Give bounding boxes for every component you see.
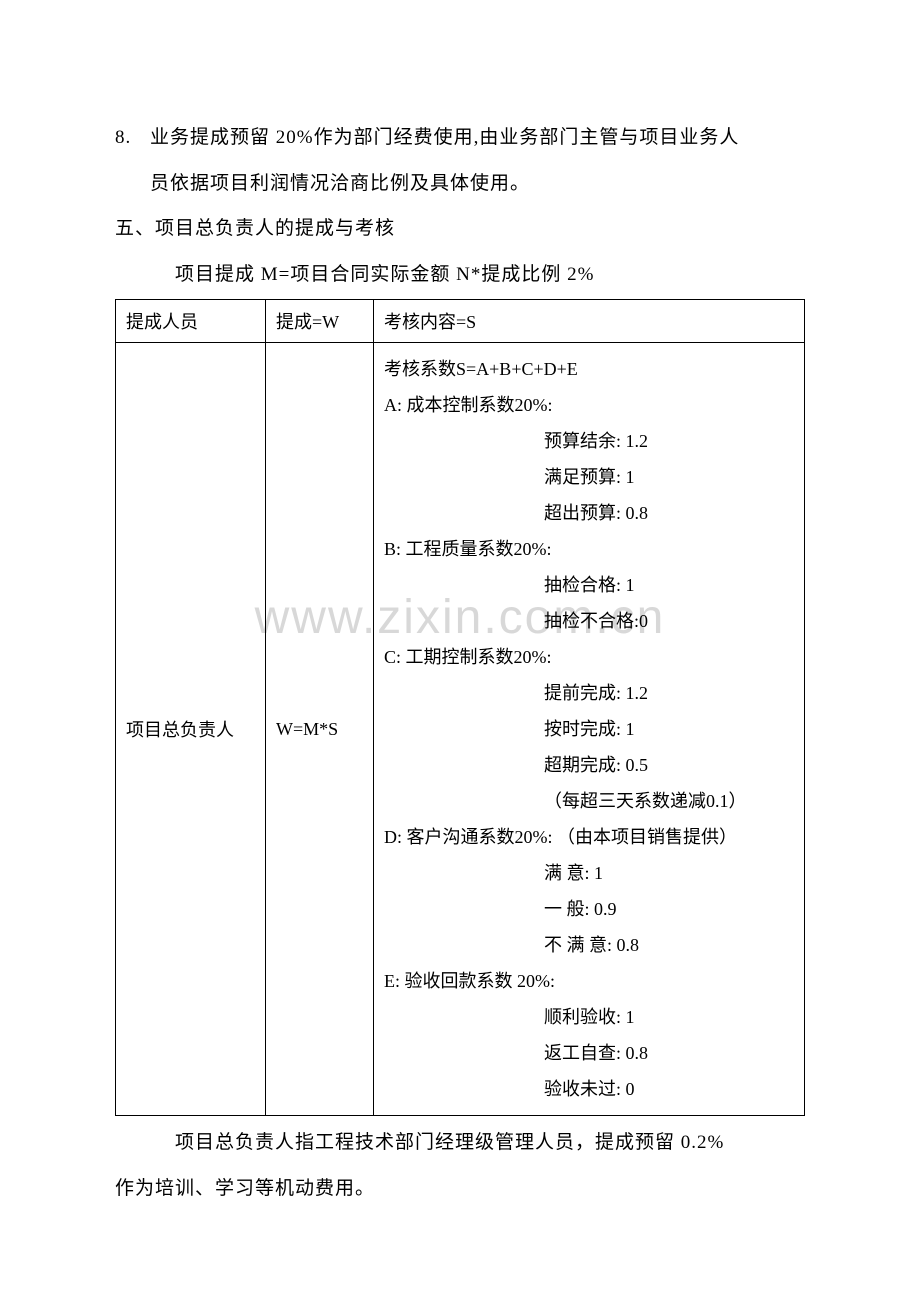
section-c-label: C: 工期控制系数20%:: [384, 639, 794, 675]
header-col2: 提成=W: [266, 300, 374, 343]
item-8-line1: 业务提成预留 20%作为部门经费使用,由业务部门主管与项目业务人: [150, 127, 739, 148]
section-5-formula: 项目提成 M=项目合同实际金额 N*提成比例 2%: [115, 252, 805, 298]
section-a-label: A: 成本控制系数20%:: [384, 387, 794, 423]
section-e-item-0: 顺利验收: 1: [384, 999, 794, 1035]
section-e-item-2: 验收未过: 0: [384, 1071, 794, 1107]
section-d-item-1: 一 般: 0.9: [384, 891, 794, 927]
item-8-line2: 员依据项目利润情况洽商比例及具体使用。: [150, 173, 530, 194]
footer-line1: 项目总负责人指工程技术部门经理级管理人员，提成预留 0.2%: [115, 1120, 805, 1166]
section-d-label: D: 客户沟通系数20%: （由本项目销售提供）: [384, 819, 794, 855]
section-b-label: B: 工程质量系数20%:: [384, 531, 794, 567]
item-8-number: 8.: [115, 115, 150, 206]
section-d-item-2: 不 满 意: 0.8: [384, 927, 794, 963]
section-e-item-1: 返工自查: 0.8: [384, 1035, 794, 1071]
header-col1: 提成人员: [116, 300, 266, 343]
section-c-item-1: 按时完成: 1: [384, 711, 794, 747]
section-d-item-0: 满 意: 1: [384, 855, 794, 891]
footer-line2: 作为培训、学习等机动费用。: [115, 1166, 805, 1212]
section-a-item-0: 预算结余: 1.2: [384, 423, 794, 459]
item-8: 8. 业务提成预留 20%作为部门经费使用,由业务部门主管与项目业务人 员依据项…: [115, 115, 805, 206]
assessment-table: 提成人员 提成=W 考核内容=S 项目总负责人 W=M*S 考核系数S=A+B+…: [115, 299, 805, 1116]
table-header-row: 提成人员 提成=W 考核内容=S: [116, 300, 805, 343]
header-col3: 考核内容=S: [374, 300, 805, 343]
assessment-cell: 考核系数S=A+B+C+D+E A: 成本控制系数20%: 预算结余: 1.2 …: [374, 343, 805, 1116]
person-cell: 项目总负责人: [116, 343, 266, 1116]
document-content: 8. 业务提成预留 20%作为部门经费使用,由业务部门主管与项目业务人 员依据项…: [115, 115, 805, 1212]
section-e-label: E: 验收回款系数 20%:: [384, 963, 794, 999]
section-b-item-0: 抽检合格: 1: [384, 567, 794, 603]
section-c-item-0: 提前完成: 1.2: [384, 675, 794, 711]
assess-title: 考核系数S=A+B+C+D+E: [384, 351, 794, 387]
commission-cell: W=M*S: [266, 343, 374, 1116]
section-c-item-2: 超期完成: 0.5: [384, 747, 794, 783]
section-c-item-3: （每超三天系数递减0.1）: [384, 783, 794, 819]
item-8-text: 业务提成预留 20%作为部门经费使用,由业务部门主管与项目业务人 员依据项目利润…: [150, 115, 805, 206]
section-a-item-1: 满足预算: 1: [384, 459, 794, 495]
section-b-item-1: 抽检不合格:0: [384, 603, 794, 639]
section-5-title: 五、项目总负责人的提成与考核: [115, 206, 805, 252]
table-data-row: 项目总负责人 W=M*S 考核系数S=A+B+C+D+E A: 成本控制系数20…: [116, 343, 805, 1116]
section-a-item-2: 超出预算: 0.8: [384, 495, 794, 531]
